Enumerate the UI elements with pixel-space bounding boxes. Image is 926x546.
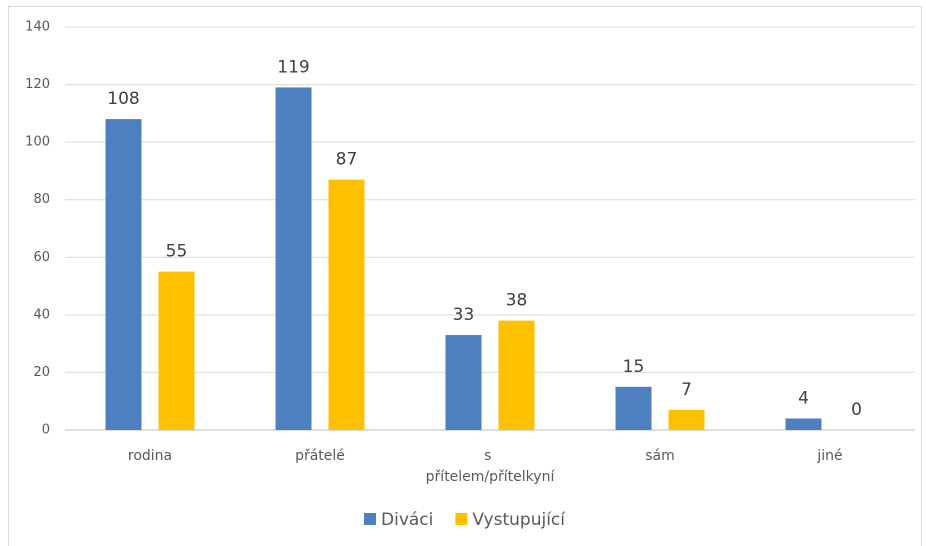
bar <box>105 119 142 430</box>
y-tick-label: 60 <box>33 250 50 265</box>
bar <box>158 271 195 430</box>
bar <box>275 87 312 430</box>
data-label: 119 <box>277 57 309 77</box>
y-tick-label: 80 <box>33 192 50 207</box>
y-tick-label: 140 <box>25 20 50 35</box>
x-tick-label: s přítelem/přítelkyní <box>426 448 556 485</box>
data-label: 33 <box>453 305 475 325</box>
data-label: 0 <box>851 400 862 420</box>
legend-label: Diváci <box>381 510 433 530</box>
x-tick-label: jiné <box>816 448 842 464</box>
y-tick-label: 20 <box>33 365 50 380</box>
data-label: 4 <box>798 388 809 408</box>
data-label: 55 <box>166 242 188 262</box>
data-label: 7 <box>681 380 692 400</box>
chart-frame <box>8 6 922 546</box>
y-tick-label: 100 <box>25 135 50 150</box>
legend-swatch <box>455 513 468 525</box>
x-tick-label: rodina <box>128 448 172 464</box>
data-label: 38 <box>506 291 528 311</box>
legend-label: Vystupující <box>472 510 566 530</box>
legend-swatch <box>364 513 376 525</box>
bar <box>498 320 535 430</box>
bar <box>328 179 365 430</box>
data-label: 108 <box>107 89 139 109</box>
y-tick-label: 40 <box>33 307 50 322</box>
data-label: 15 <box>623 357 645 377</box>
y-tick-label: 120 <box>25 77 50 92</box>
bar <box>615 386 652 430</box>
bar <box>445 335 482 430</box>
bar <box>785 418 822 430</box>
data-label: 87 <box>336 150 358 170</box>
y-tick-label: 0 <box>42 423 50 438</box>
x-tick-label: sám <box>645 448 675 464</box>
x-tick-label: přátelé <box>295 448 345 464</box>
bar <box>668 409 705 430</box>
